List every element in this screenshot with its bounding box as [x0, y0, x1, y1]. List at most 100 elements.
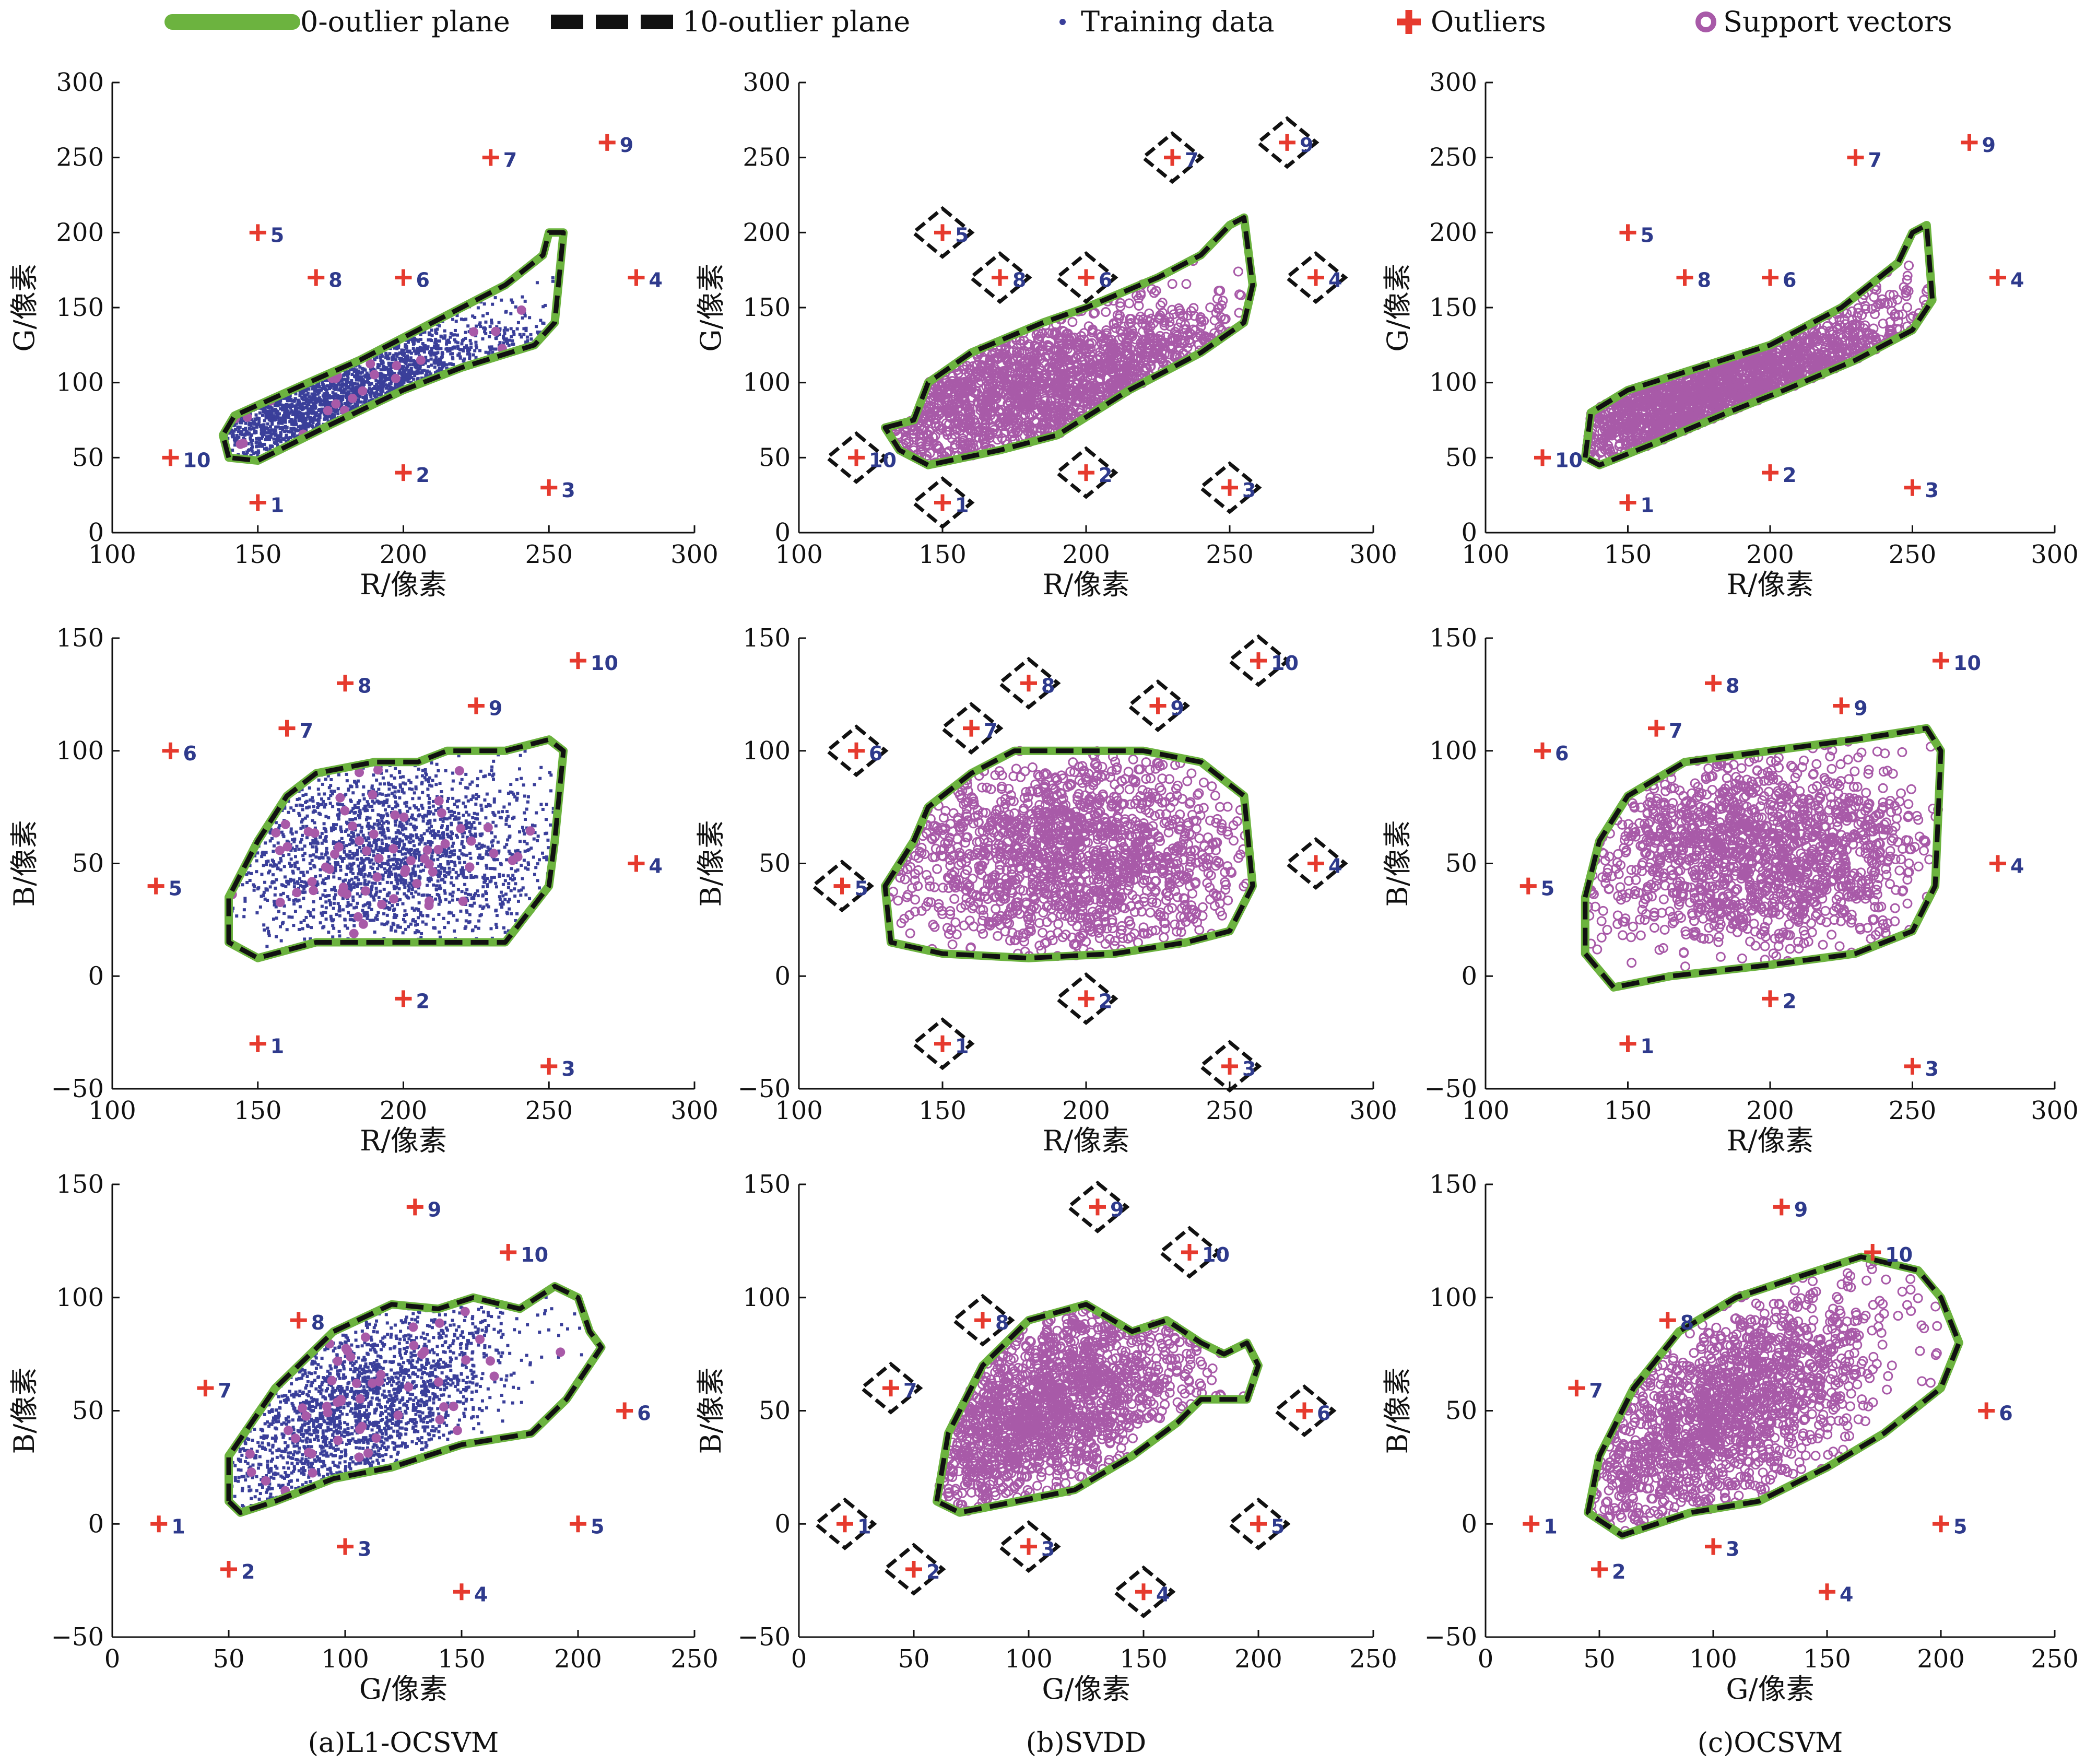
training-point — [268, 438, 271, 441]
training-point — [423, 344, 427, 347]
support-vector-point — [1206, 303, 1215, 312]
training-point — [269, 433, 273, 436]
training-point — [454, 329, 457, 332]
training-point — [263, 432, 266, 436]
y-axis-label: G/像素 — [8, 263, 41, 351]
training-point — [400, 357, 403, 360]
training-point — [414, 338, 417, 342]
training-point — [385, 366, 388, 369]
training-point — [500, 299, 503, 302]
training-point — [438, 358, 441, 361]
support-vector-point — [391, 374, 400, 383]
training-point — [435, 327, 439, 331]
training-point — [350, 379, 353, 382]
training-point — [294, 420, 297, 424]
y-tick-label: 200 — [1429, 218, 1477, 247]
training-point — [438, 369, 441, 372]
outlier-marker — [395, 464, 412, 481]
training-point — [355, 385, 358, 389]
support-vector-point — [392, 361, 401, 370]
training-point — [314, 398, 317, 402]
training-point — [345, 396, 348, 399]
training-point — [489, 348, 492, 351]
training-point — [388, 382, 391, 385]
outlier-label: 5 — [270, 224, 284, 246]
legend-swatch-outlier-plus — [1397, 10, 1421, 34]
training-point — [307, 408, 310, 411]
training-point — [412, 343, 415, 346]
x-tick-label: 150 — [234, 540, 282, 569]
training-point — [463, 358, 466, 361]
support-vector-point — [331, 399, 340, 409]
training-point — [473, 316, 476, 319]
training-point — [439, 347, 442, 350]
training-point — [380, 385, 383, 388]
training-point — [408, 363, 411, 366]
training-point — [379, 377, 382, 380]
training-point — [385, 386, 388, 390]
training-point — [483, 302, 486, 305]
training-point — [242, 451, 245, 454]
training-point — [484, 321, 487, 324]
training-point — [290, 421, 293, 425]
training-point — [526, 336, 529, 339]
training-point — [282, 426, 285, 429]
x-tick-label: 200 — [1062, 540, 1110, 569]
y-tick-label: 250 — [1429, 143, 1477, 172]
training-point — [494, 296, 497, 299]
training-point — [415, 372, 418, 375]
training-point — [252, 427, 255, 430]
training-point — [462, 318, 465, 321]
training-point — [405, 367, 408, 370]
x-tick-label: 300 — [670, 540, 718, 569]
outlier-marker — [992, 269, 1008, 286]
y-tick-label: 0 — [88, 518, 104, 547]
training-point — [442, 364, 445, 367]
outlier-marker — [308, 269, 324, 286]
training-point — [379, 356, 382, 359]
training-point — [462, 349, 465, 352]
training-point — [307, 402, 310, 405]
training-point — [403, 374, 406, 378]
training-point — [243, 433, 246, 437]
training-point — [391, 371, 394, 374]
training-point — [458, 355, 462, 358]
panels-grid: 100 150 200 250 300050100150200250300R/像素G/像… — [8, 68, 2079, 1706]
training-point — [306, 412, 309, 415]
support-vector-point — [348, 394, 357, 403]
figure-stage: 0-outlier plane 10-outlier plane Training … — [0, 0, 2097, 1764]
training-point — [483, 326, 486, 330]
x-tick-label: 250 — [1889, 540, 1937, 569]
training-point — [451, 318, 454, 321]
panel-1: 100 150 200 250 300050100150200250300R/像素G/像… — [8, 68, 718, 601]
y-tick-label: 100 — [56, 368, 104, 397]
training-point — [440, 368, 443, 371]
training-point — [512, 333, 515, 336]
x-tick-label: 300 — [2031, 540, 2079, 569]
training-point — [274, 432, 277, 436]
zero-outlier-boundary — [223, 232, 563, 461]
training-point — [350, 382, 354, 385]
outlier-label: 5 — [955, 224, 969, 246]
outlier-marker — [848, 449, 865, 466]
training-point — [491, 303, 494, 306]
training-point — [268, 417, 271, 420]
training-point — [300, 397, 303, 400]
y-tick-label: 200 — [56, 218, 104, 247]
support-vector-point — [358, 386, 367, 396]
x-tick-label: 200 — [1746, 540, 1794, 569]
training-point — [477, 306, 480, 309]
training-point — [248, 448, 251, 451]
training-point — [363, 374, 367, 378]
training-point — [282, 407, 286, 410]
training-point — [451, 363, 454, 366]
training-point — [252, 452, 255, 455]
outlier-marker — [482, 149, 499, 166]
legend-item-sv: Support vectors — [1698, 5, 1952, 38]
support-vector-point — [1182, 280, 1191, 288]
training-point — [535, 325, 538, 328]
training-point — [240, 430, 243, 433]
x-tick-label: 200 — [380, 540, 428, 569]
x-axis-label: R/像素 — [1043, 568, 1130, 601]
training-point — [344, 402, 347, 405]
